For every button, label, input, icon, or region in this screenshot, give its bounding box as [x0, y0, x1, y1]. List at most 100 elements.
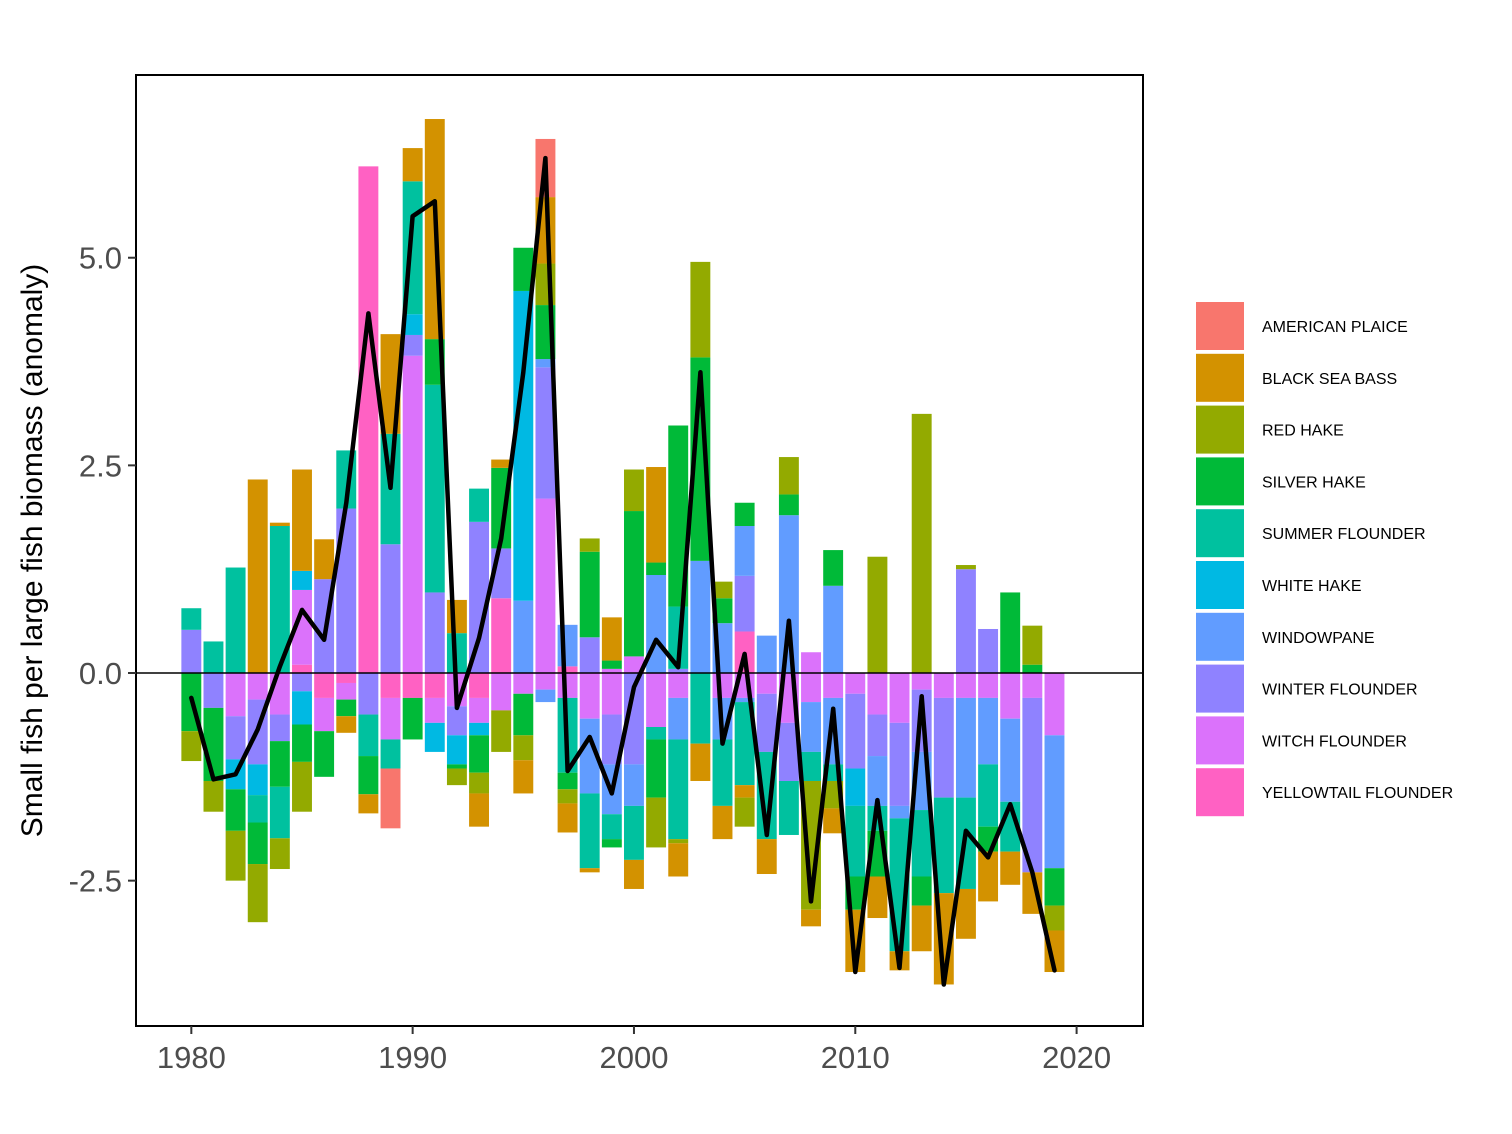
- bar-1990-winter-flounder: [402, 334, 423, 356]
- bar-2019-witch-flounder: [1044, 673, 1065, 736]
- y-tick-label: 2.5: [79, 448, 122, 483]
- bar-2019-windowpane: [1044, 735, 1065, 869]
- bar-1992-white-hake: [446, 735, 467, 765]
- bar-2007-winter-flounder: [778, 722, 799, 781]
- bar-1983-white-hake: [247, 764, 268, 796]
- legend-label-witch-flounder: WITCH FLOUNDER: [1262, 733, 1407, 750]
- bar-2016-witch-flounder: [978, 673, 999, 698]
- x-tick-label: 1990: [378, 1040, 447, 1075]
- bar-1987-yellowtail-flounder: [336, 673, 357, 683]
- x-tick-label: 2010: [821, 1040, 890, 1075]
- bar-2012-winter-flounder: [889, 722, 910, 806]
- bar-1998-summer-flounder: [579, 793, 600, 869]
- bar-1988-yellowtail-flounder: [358, 166, 379, 674]
- legend-label-windowpane: WINDOWPANE: [1262, 630, 1375, 647]
- legend-label-silver-hake: SILVER HAKE: [1262, 474, 1366, 491]
- bar-1995-red-hake: [513, 735, 534, 761]
- bar-2003-summer-flounder: [690, 673, 711, 744]
- bar-2004-witch-flounder: [712, 673, 733, 698]
- bar-2009-silver-hake: [823, 550, 844, 586]
- bar-1984-witch-flounder: [269, 673, 290, 715]
- bar-2007-summer-flounder: [778, 780, 799, 835]
- legend-label-black-sea-bass: BLACK SEA BASS: [1262, 371, 1397, 388]
- bar-2004-summer-flounder: [712, 739, 733, 806]
- bar-2016-windowpane: [978, 697, 999, 765]
- bar-2005-windowpane: [734, 525, 755, 576]
- bar-1985-black-sea-bass: [292, 469, 312, 571]
- bar-1984-silver-hake: [269, 741, 290, 787]
- bar-2002-summer-flounder: [668, 739, 689, 840]
- bar-2002-winter-flounder: [668, 668, 689, 674]
- legend-key-winter-flounder: [1196, 664, 1244, 713]
- bar-1991-summer-flounder: [424, 384, 445, 593]
- bar-2008-witch-flounder: [801, 673, 821, 703]
- bar-1998-silver-hake: [579, 551, 600, 638]
- bar-2002-windowpane: [668, 697, 689, 740]
- bar-1990-silver-hake: [402, 697, 423, 740]
- bar-1997-black-sea-bass: [557, 803, 578, 833]
- bar-2017-witch-flounder: [1000, 673, 1021, 719]
- bar-2004-silver-hake: [712, 598, 733, 624]
- y-axis-title: Small fish per large fish biomass (anoma…: [16, 264, 49, 838]
- bar-2017-silver-hake: [1000, 592, 1021, 674]
- bar-2002-witch-flounder: [668, 673, 689, 698]
- bar-2005-winter-flounder: [734, 575, 755, 632]
- bar-2014-winter-flounder: [933, 697, 954, 798]
- bar-2011-windowpane: [867, 756, 888, 806]
- bar-1983-black-sea-bass: [247, 479, 268, 674]
- legend-key-american-plaice: [1196, 302, 1244, 350]
- bar-2013-witch-flounder: [911, 673, 932, 690]
- bar-1995-silver-hake: [513, 693, 534, 736]
- bar-2013-red-hake: [911, 413, 932, 674]
- bar-1993-white-hake: [469, 722, 490, 736]
- bar-1988-winter-flounder: [358, 673, 379, 715]
- bar-1980-summer-flounder: [181, 608, 202, 630]
- bar-1985-winter-flounder: [292, 673, 312, 692]
- bar-2008-windowpane: [801, 702, 821, 752]
- bar-1994-yellowtail-flounder: [491, 598, 512, 674]
- bar-1996-windowpane: [535, 689, 556, 703]
- bar-2009-windowpane: [823, 585, 844, 674]
- bar-1999-silver-hake: [601, 660, 622, 669]
- bar-2015-witch-flounder: [955, 673, 976, 698]
- bar-1993-summer-flounder: [469, 488, 490, 522]
- bar-2003-windowpane: [690, 560, 711, 674]
- bar-1990-yellowtail-flounder: [402, 673, 423, 698]
- bar-2015-black-sea-bass: [955, 888, 976, 939]
- bar-2001-silver-hake: [646, 562, 667, 576]
- anomaly-line: [189, 155, 1057, 987]
- bar-2012-witch-flounder: [889, 673, 910, 723]
- bar-2006-black-sea-bass: [756, 839, 777, 875]
- bar-1985-white-hake: [292, 691, 312, 725]
- bar-2006-windowpane: [756, 635, 777, 674]
- bar-2003-black-sea-bass: [690, 743, 711, 781]
- bar-2005-red-hake: [734, 797, 755, 827]
- bar-2004-black-sea-bass: [712, 805, 733, 840]
- bar-1993-yellowtail-flounder: [469, 673, 490, 698]
- bar-2005-black-sea-bass: [734, 785, 755, 798]
- bar-1998-black-sea-bass: [579, 868, 600, 873]
- bar-2018-red-hake: [1022, 625, 1043, 665]
- bar-2011-red-hake: [867, 556, 888, 674]
- bar-1998-witch-flounder: [579, 673, 600, 719]
- bar-1999-summer-flounder: [601, 814, 622, 840]
- bar-1982-witch-flounder: [225, 673, 246, 717]
- bar-2013-black-sea-bass: [911, 905, 932, 952]
- bar-2000-red-hake: [624, 469, 644, 512]
- bar-2018-silver-hake: [1022, 664, 1043, 674]
- legend-key-witch-flounder: [1196, 716, 1244, 765]
- bar-2006-witch-flounder: [756, 673, 777, 694]
- bar-1992-black-sea-bass: [446, 599, 467, 634]
- bar-2006-winter-flounder: [756, 693, 777, 752]
- bar-2010-winter-flounder: [845, 693, 866, 769]
- bar-2015-winter-flounder: [955, 569, 976, 674]
- bar-2019-silver-hake: [1044, 868, 1065, 906]
- bar-1986-yellowtail-flounder: [314, 673, 335, 698]
- bar-1992-red-hake: [446, 768, 467, 786]
- bar-2004-red-hake: [712, 581, 733, 599]
- bar-2017-black-sea-bass: [1000, 851, 1021, 885]
- legend-key-summer-flounder: [1196, 509, 1244, 558]
- bar-2015-windowpane: [955, 697, 976, 798]
- legend-key-yellowtail-flounder: [1196, 768, 1244, 817]
- bar-1990-witch-flounder: [402, 355, 423, 674]
